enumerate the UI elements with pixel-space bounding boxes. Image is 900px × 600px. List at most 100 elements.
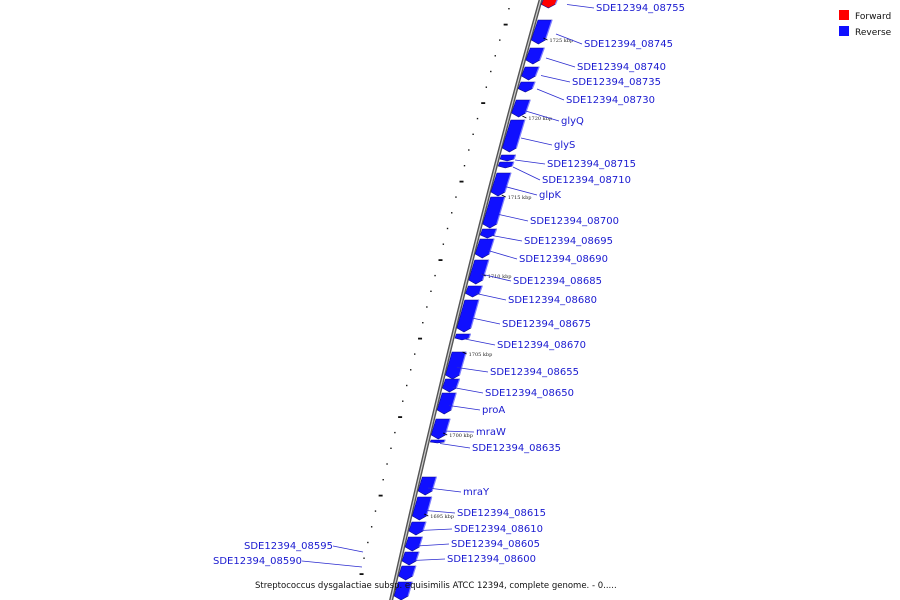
gene-label: SDE12394_08655 [490,367,579,378]
gene-label-line [439,443,471,449]
tick-label: 1705 kbp [469,352,493,358]
gene-block-edge [443,439,446,443]
scale-dot [476,117,479,120]
scale-dot [508,8,510,10]
scale-dots [359,8,510,575]
gene-block [398,565,417,581]
scale-dot [485,86,488,88]
scale-dot [490,70,492,73]
gene-label-line [425,510,456,514]
gene-block-edge [425,496,433,517]
gene-block [479,228,497,239]
gene-block-edge [450,392,457,411]
gene-label-line [491,235,523,242]
gene-block-edge [554,0,558,5]
scale-dot [426,306,428,308]
gene-labels: SDE12394_08755 SDE12394_08745 SDE12394_087… [213,3,685,568]
gene-label-line [448,405,481,411]
gene-label: SDE12394_08590 [213,556,302,567]
gene-block [517,81,536,93]
gene-block [468,259,490,285]
gene-label-line [536,88,565,101]
gene-label: SDE12394_08715 [547,159,636,170]
gene-label-line [464,338,496,346]
gene-label: SDE12394_08710 [542,175,631,186]
gene-label: glpK [539,190,561,201]
scale-dot [418,337,423,340]
scale-dot [499,39,501,41]
scale-dot [438,259,443,261]
gene-block [454,333,471,341]
gene-block [429,439,446,444]
gene-label: SDE12394_08730 [566,95,655,106]
tick-mark [443,432,448,436]
tick-label: 1700 kbp [449,433,473,439]
gene-block [445,351,467,380]
gene-label-line [412,558,446,561]
gene-label-line [475,293,507,301]
scale-dot [398,416,403,418]
tick-label: 1725 kbp [549,38,573,44]
gene-label: glyQ [561,116,584,127]
scale-dot [468,149,470,151]
gene-label-line [566,4,595,9]
legend: Forward Reverse [839,10,892,38]
gene-label-line [487,250,518,260]
gene-block-edge [482,259,490,281]
scale-dot [434,274,436,277]
gene-label: SDE12394_08685 [513,276,602,287]
gene-block-edge [534,66,540,77]
gene-label-line [419,528,453,531]
gene-label-line [520,137,553,146]
scale-dot [382,479,384,481]
gene-label: mraW [476,427,506,438]
legend-reverse-label: Reverse [855,28,892,38]
scale-dot [459,180,464,183]
scale-dot [367,541,369,544]
gene-label: SDE12394_08745 [584,39,673,50]
gene-label-line [416,543,450,547]
scale-dot [414,353,416,355]
gene-label: SDE12394_08610 [454,524,543,535]
scale-dot [394,431,396,434]
tick-label: 1715 kbp [508,195,532,201]
scale-dot [463,165,466,167]
gene-label: SDE12394_08735 [572,77,661,88]
gene-block-edge [544,19,553,41]
gene-label-line [452,387,484,394]
gene-label: mraY [463,487,490,498]
gene-block-edge [531,81,536,89]
gene-label-line [427,487,462,493]
gene-block-edge [455,378,461,389]
gene-block [490,172,512,197]
gene-label-line [523,110,560,122]
gene-block-edge [458,351,467,376]
gene-block [525,47,545,65]
gene-label-line [471,317,501,325]
scale-dot [481,102,486,104]
scale-dot [455,196,457,198]
gene-block [465,285,483,298]
gene-label-line [512,166,541,181]
gene-block-edge [496,196,506,225]
gene-label: SDE12394_08680 [508,295,597,306]
gene-label: proA [482,405,505,416]
gene-block [401,551,420,566]
gene-label: SDE12394_08690 [519,254,608,265]
gene-label: SDE12394_08755 [596,3,685,14]
gene-block-edge [515,119,526,149]
scale-dot [363,557,365,559]
gene-label: SDE12394_08695 [524,236,613,247]
gene-block [442,378,460,393]
scale-dot [472,133,474,135]
gene-label: glyS [554,140,575,151]
gene-label-line [514,159,546,165]
gene-block-edge [493,228,498,236]
scale-dot [378,494,383,497]
gene-label-line [504,186,538,196]
tick-mark [522,115,527,119]
gene-block [456,299,480,333]
gene-block-edge [422,521,427,532]
tick-mark [462,351,467,355]
